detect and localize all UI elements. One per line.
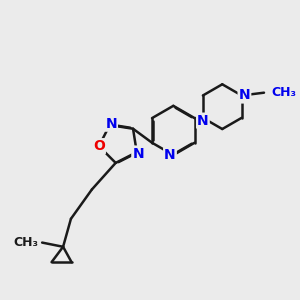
Text: O: O [93,139,105,153]
Text: CH₃: CH₃ [13,236,38,249]
Text: N: N [164,148,176,162]
Text: N: N [105,117,117,131]
Text: CH₃: CH₃ [271,86,296,99]
Text: N: N [238,88,250,103]
Text: N: N [132,146,144,161]
Text: N: N [197,114,209,128]
